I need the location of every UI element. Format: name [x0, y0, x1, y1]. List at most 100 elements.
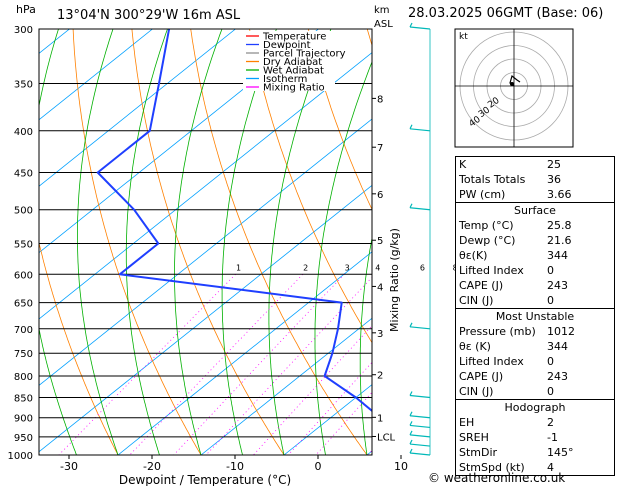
- mixing-ratio-line: [129, 274, 304, 455]
- wind-barb-flag: [409, 203, 413, 209]
- wind-barb: [409, 207, 431, 211]
- isotherm-line: [39, 29, 319, 254]
- isotherm-line: [39, 29, 236, 187]
- dry-adiabat-line: [307, 29, 372, 211]
- wind-barb-flag: [409, 124, 413, 130]
- mixing-ratio-line: [173, 274, 345, 455]
- mixing-ratio-line: [253, 325, 372, 455]
- legend-entry: Parcel Trajectory: [263, 49, 346, 60]
- wind-barb-flag: [409, 439, 413, 445]
- plot-frame: [38, 28, 373, 456]
- mu-row: CIN (J) 0: [459, 385, 554, 398]
- wind-barb: [409, 394, 431, 399]
- hpa-label: hPa: [16, 3, 36, 16]
- wind-barb: [409, 424, 431, 429]
- location-title: 13°04'N 300°29'W 16m ASL: [57, 8, 241, 23]
- mixing-ratio-label: 3: [345, 263, 350, 272]
- wind-barb-flag: [409, 421, 413, 426]
- pressure-tick-label: 900: [14, 414, 33, 425]
- isotherm-line: [39, 52, 372, 320]
- pressure-tick-label: 850: [14, 393, 33, 404]
- mixing-ratio-label: 1: [236, 263, 241, 272]
- indices-row-k: K 25: [459, 158, 561, 171]
- pressure-tick-label: 500: [14, 206, 33, 217]
- isotherm-line: [200, 317, 372, 455]
- parcel-trajectory-line: [409, 29, 450, 455]
- hodo-row: SREH -1: [459, 431, 558, 444]
- indices-table: K 25 Totals Totals 36 PW (cm) 3.66 Surface …: [455, 156, 615, 476]
- height-tick-label: 5: [377, 236, 383, 247]
- height-tick-label: 7: [377, 143, 383, 154]
- pressure-tick-label: 400: [14, 127, 33, 138]
- x-axis-label: Dewpoint / Temperature (°C): [119, 473, 291, 486]
- wind-barb: [409, 434, 431, 438]
- hodo-row: StmSpd (kt) 4: [459, 461, 554, 474]
- pressure-tick-label: 300: [14, 25, 33, 36]
- pressure-tick-label: 550: [14, 239, 33, 250]
- legend-entry: Wet Adiabat: [263, 66, 324, 77]
- wind-barb-flag: [409, 22, 413, 28]
- most-unstable-title: Most Unstable: [456, 308, 614, 324]
- mixing-ratio-axis-label: Mixing Ratio (g/kg): [388, 228, 401, 332]
- wind-barb-flag: [409, 411, 413, 416]
- wind-barb-flag: [409, 448, 413, 454]
- wind-barb: [409, 26, 431, 30]
- height-tick-label: LCL: [377, 432, 396, 443]
- pressure-tick-label: 800: [14, 372, 33, 383]
- forecast-datetime: 28.03.2025 06GMT (Base: 06): [408, 6, 604, 21]
- dry-adiabat-line: [131, 29, 285, 455]
- dry-adiabat-line: [72, 29, 202, 455]
- pressure-tick-label: 950: [14, 433, 33, 444]
- surface-row: Dewp (°C) 21.6: [459, 234, 572, 247]
- isotherm-line: [616, 29, 629, 455]
- isotherm-line: [39, 29, 153, 121]
- mu-row: CAPE (J) 243: [459, 370, 568, 383]
- isotherm-line: [39, 184, 372, 453]
- pressure-tick-label: 350: [14, 80, 33, 91]
- mixing-ratio-label: 6: [420, 263, 425, 272]
- asl-label: ASL: [374, 19, 393, 30]
- mixing-ratio-line: [58, 274, 236, 455]
- isotherm-line: [117, 251, 372, 455]
- pressure-tick-label: 600: [14, 270, 33, 281]
- pressure-tick-label: 750: [14, 349, 33, 360]
- surface-row: Temp (°C) 25.8: [459, 219, 572, 232]
- wind-barb: [409, 326, 431, 330]
- surface-row: θε(K) 344: [459, 249, 568, 262]
- hodograph-table-title: Hodograph: [456, 399, 614, 415]
- km-label: km: [374, 5, 390, 16]
- temperature-tick-label: 10: [394, 460, 408, 473]
- surface-row: CAPE (J) 243: [459, 279, 568, 292]
- legend-entry: Dry Adiabat: [263, 57, 322, 68]
- temperature-tick-label: -20: [143, 460, 161, 473]
- surface-row: Lifted Index 0: [459, 264, 554, 277]
- storm-motion-marker: [510, 82, 514, 86]
- indices-row-pw: PW (cm) 3.66: [459, 188, 572, 201]
- legend-entry: Mixing Ratio: [263, 83, 325, 94]
- wind-barb-flag: [409, 391, 413, 396]
- height-tick-label: 8: [377, 94, 383, 105]
- wind-barb-flag: [409, 322, 413, 328]
- surface-row: CIN (J) 0: [459, 294, 554, 307]
- temperature-line: [409, 103, 440, 455]
- legend-entry: Temperature: [262, 32, 326, 43]
- isotherm-line: [39, 118, 372, 386]
- legend-entry: Dewpoint: [263, 40, 311, 51]
- mixing-ratio-label: 4: [375, 263, 380, 272]
- plot-area: [39, 29, 629, 455]
- height-tick-label: 1: [377, 413, 383, 424]
- height-tick-label: 4: [377, 282, 383, 293]
- wind-barb: [409, 415, 431, 419]
- isotherm-line: [39, 29, 70, 54]
- temperature-tick-label: 0: [315, 460, 322, 473]
- mu-row: Pressure (mb) 1012: [459, 325, 575, 338]
- pressure-tick-label: 450: [14, 168, 33, 179]
- mu-row: θε (K) 344: [459, 340, 568, 353]
- pressure-tick-label: 650: [14, 299, 33, 310]
- wind-barb-flag: [409, 430, 413, 436]
- mu-row: Lifted Index 0: [459, 355, 554, 368]
- hodograph-unit-label: kt: [459, 32, 468, 42]
- temperature-tick-label: -10: [226, 460, 244, 473]
